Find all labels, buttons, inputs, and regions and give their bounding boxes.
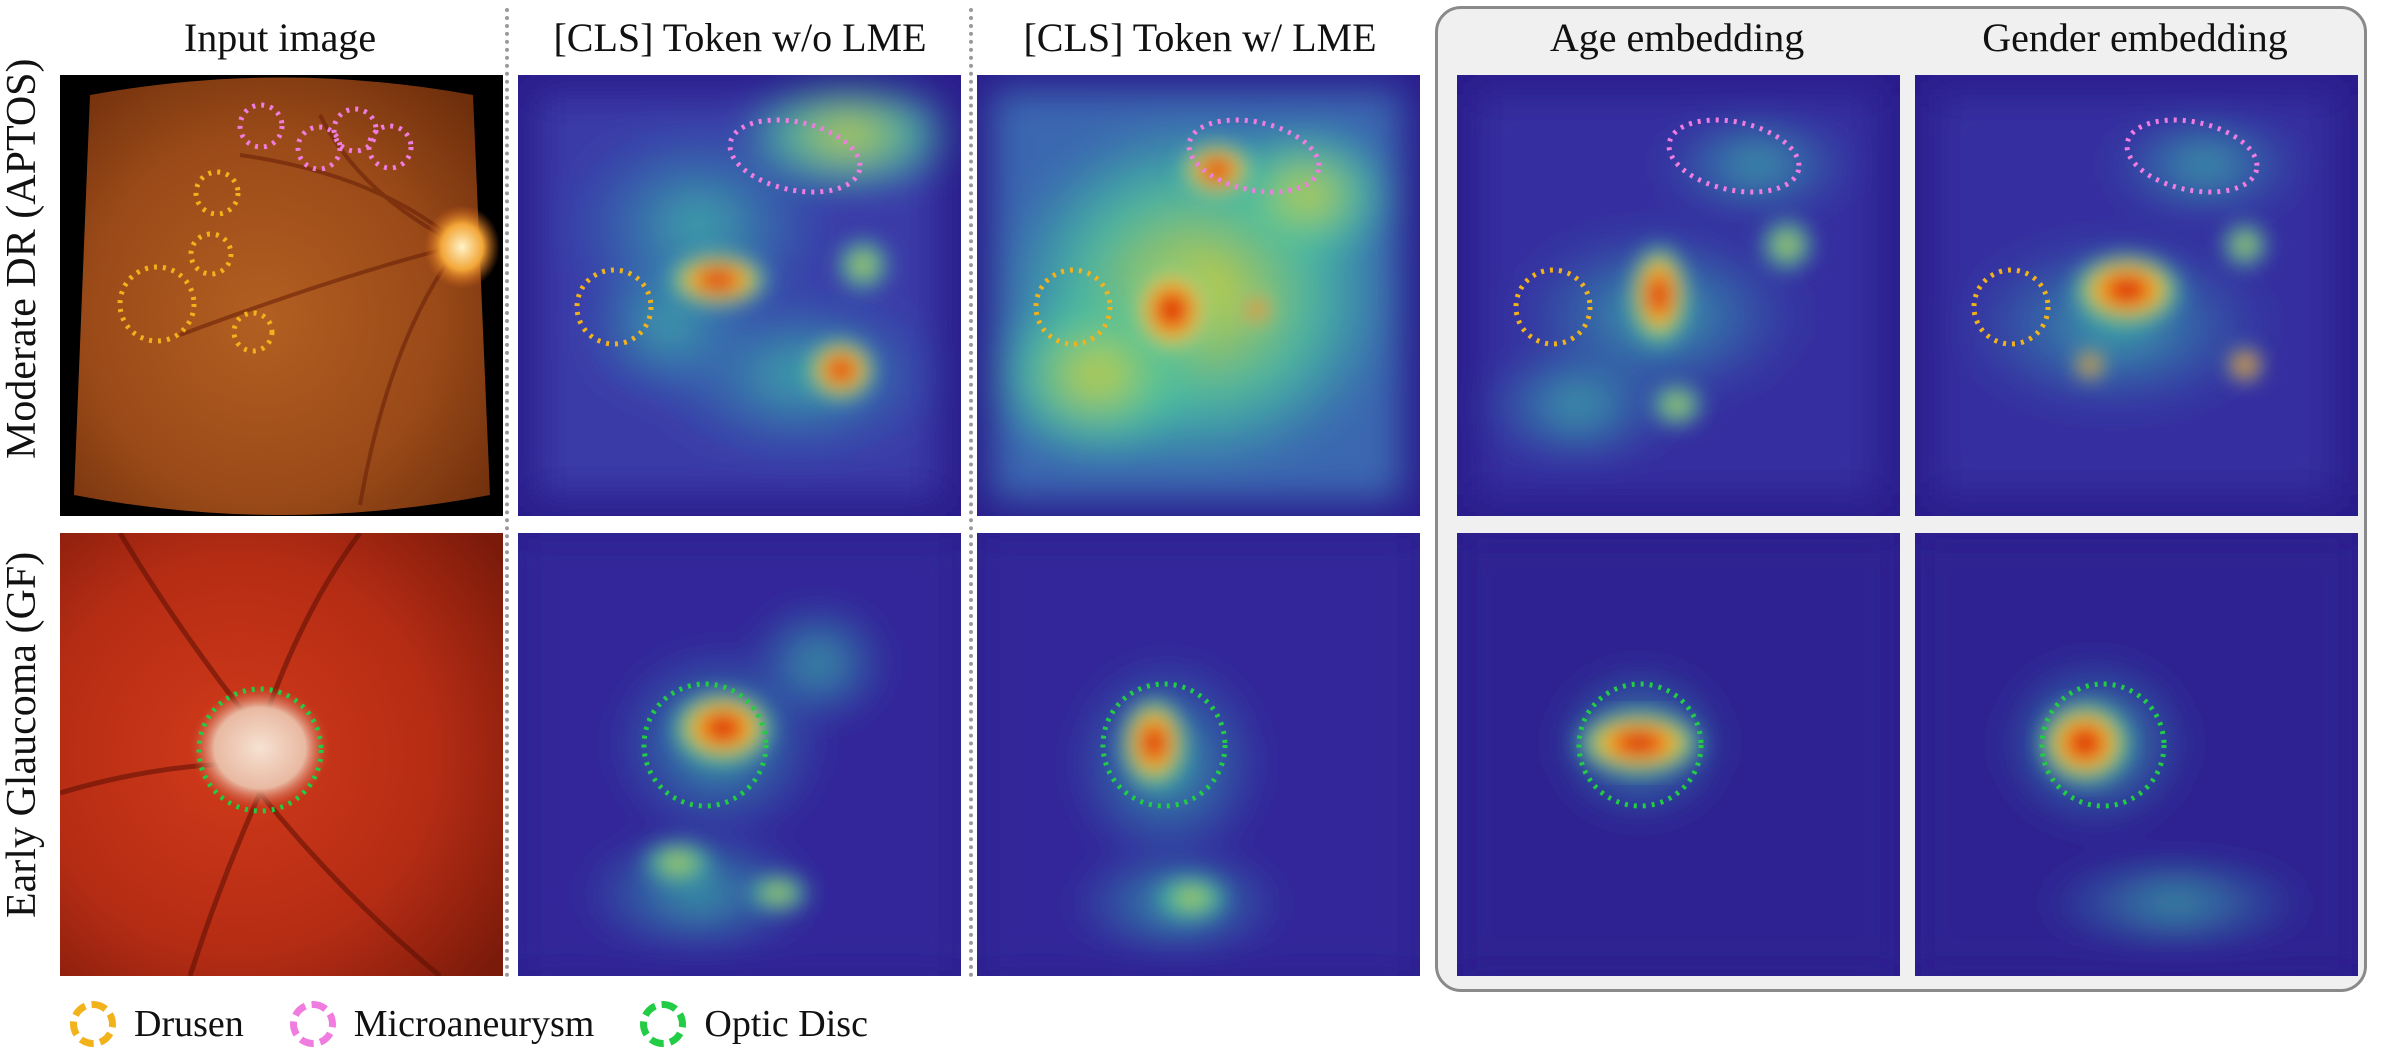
row-label-moderate-dr: Moderate DR (APTOS) (0, 58, 45, 459)
column-title-age-embedding: Age embedding (1549, 15, 1805, 60)
heatmap-cls-with-lme-glaucoma (977, 533, 1420, 976)
separator-dotted-2 (969, 8, 973, 978)
input-image-early-glaucoma (60, 533, 503, 976)
legend: Drusen Microaneurysm Optic Disc (70, 998, 914, 1050)
heatmap-gender-embedding-glaucoma (1915, 533, 2358, 976)
legend-label-drusen: Drusen (134, 1003, 244, 1045)
drusen-dashed-circle-icon (70, 1001, 116, 1047)
heatmap-age-embedding-dr (1457, 75, 1900, 516)
column-title-gender-embedding: Gender embedding (1982, 15, 2288, 60)
legend-label-microaneurysm: Microaneurysm (353, 1003, 595, 1045)
legend-item-microaneurysm: Microaneurysm (289, 1001, 595, 1047)
separator-dotted-1 (505, 8, 509, 978)
column-title-input-image: Input image (183, 15, 377, 60)
column-title-cls-with-lme: [CLS] Token w/ LME (1023, 15, 1377, 60)
row-label-early-glaucoma: Early Glaucoma (GF) (0, 551, 45, 918)
heatmap-gender-embedding-dr (1915, 75, 2358, 516)
optic-disc-dashed-circle-icon (640, 1001, 687, 1047)
legend-label-optic-disc: Optic Disc (704, 1003, 868, 1045)
column-title-cls-without-lme: [CLS] Token w/o LME (553, 15, 927, 60)
legend-item-optic-disc: Optic Disc (640, 1001, 868, 1047)
legend-item-drusen: Drusen (70, 1001, 244, 1047)
heatmap-cls-with-lme-dr (977, 75, 1420, 516)
heatmap-cls-without-lme-dr (518, 75, 961, 516)
microaneurysm-dashed-circle-icon (289, 1001, 336, 1047)
input-image-moderate-dr (60, 75, 503, 516)
heatmap-cls-without-lme-glaucoma (518, 533, 961, 976)
heatmap-age-embedding-glaucoma (1457, 533, 1900, 976)
